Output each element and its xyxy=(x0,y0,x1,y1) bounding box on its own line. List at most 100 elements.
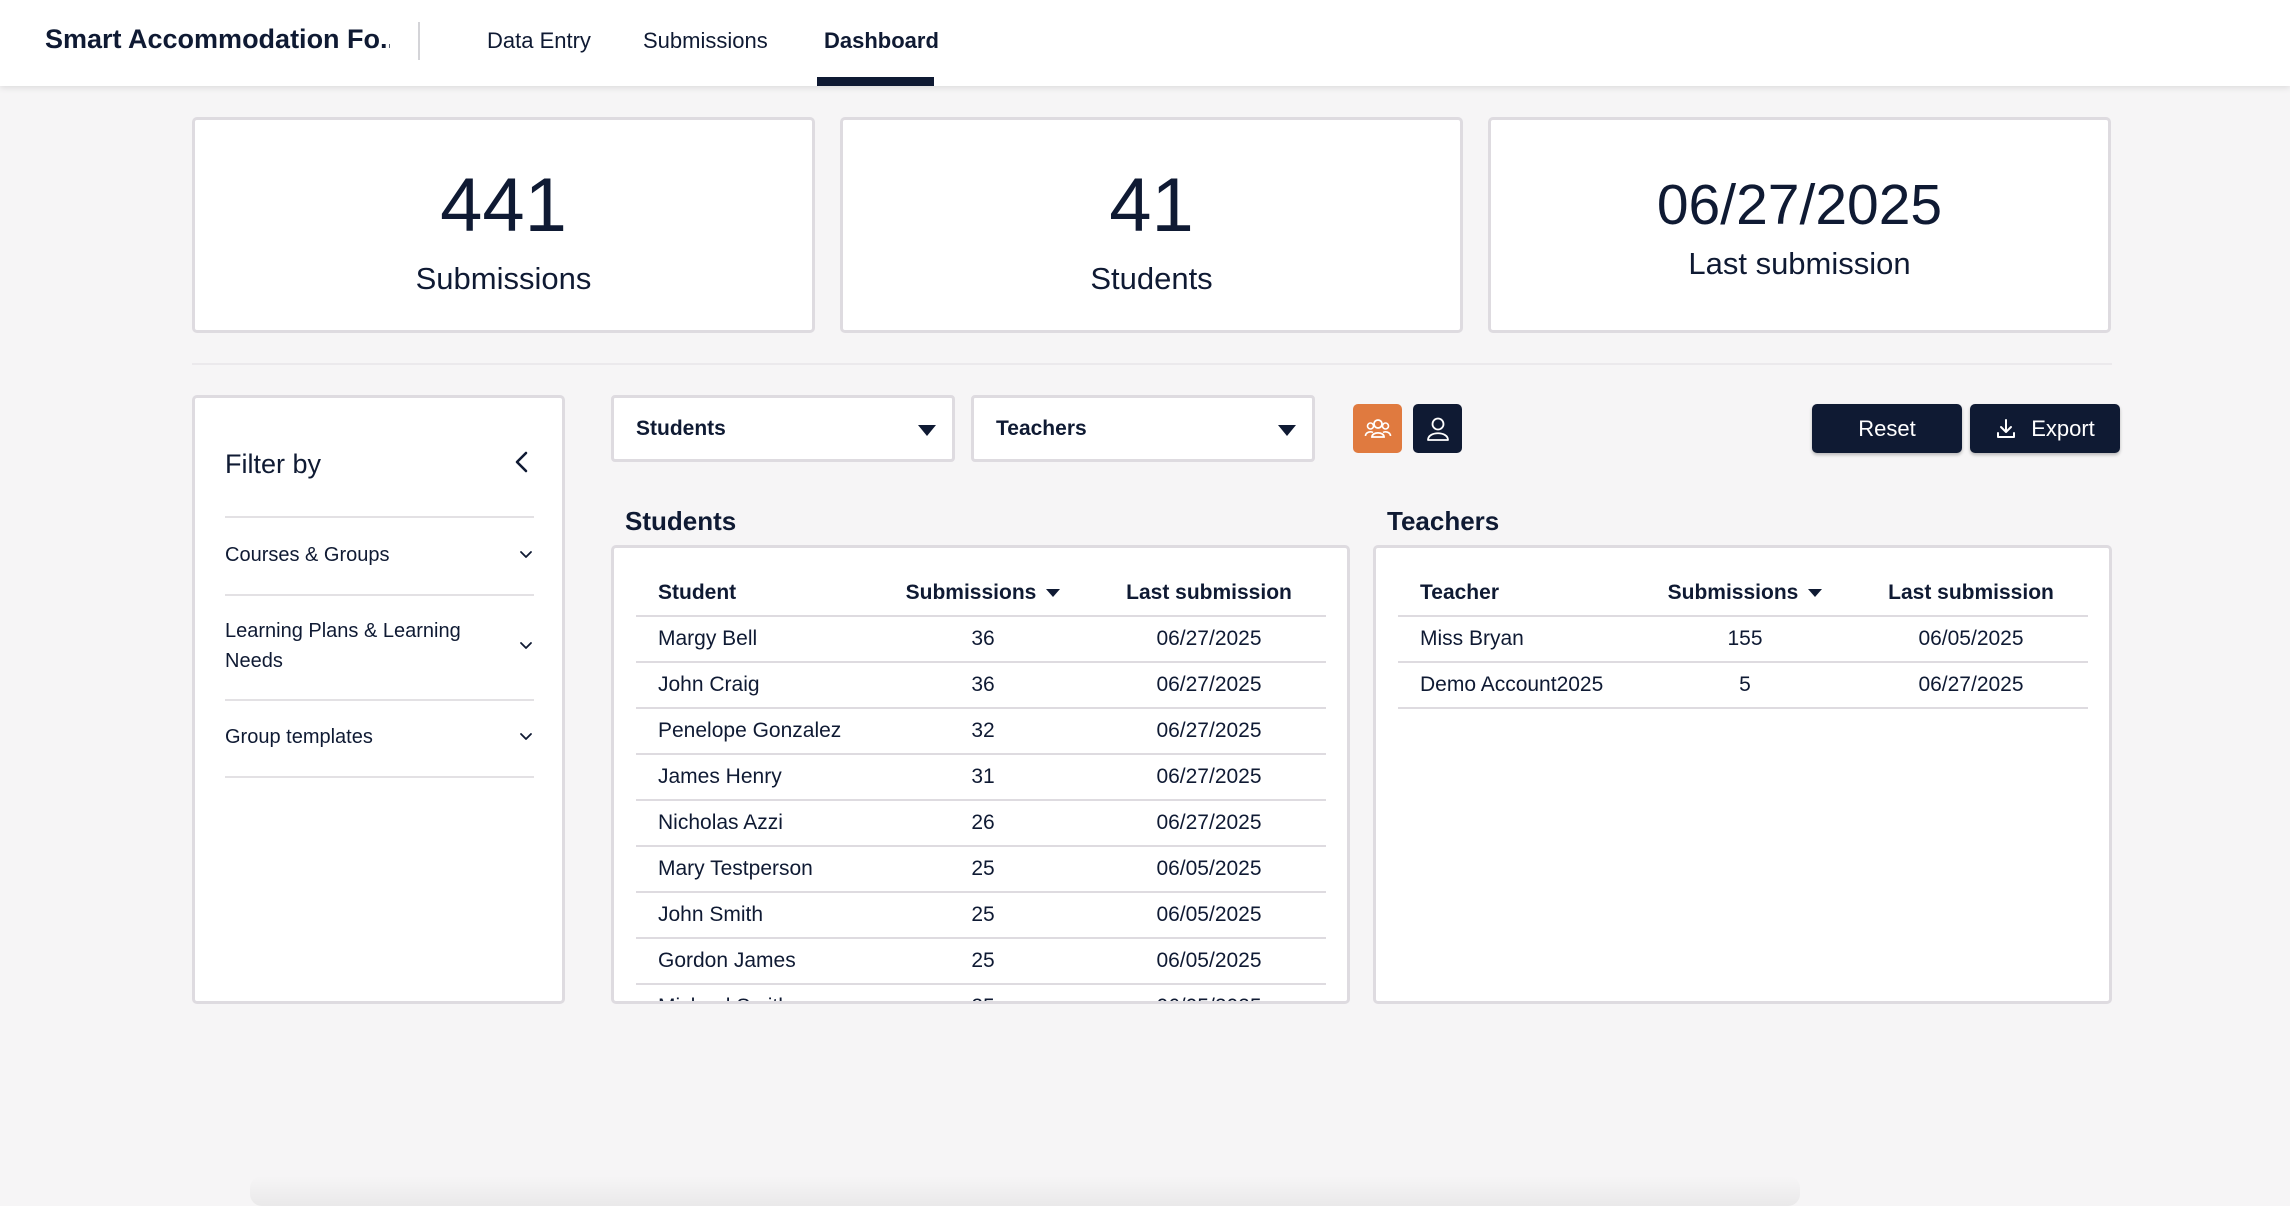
submissions-cell: 25 xyxy=(874,892,1092,939)
column-header-submissions[interactable]: Submissions xyxy=(874,570,1092,617)
submissions-cell: 25 xyxy=(874,984,1092,1001)
name-cell: Nicholas Azzi xyxy=(636,800,874,847)
column-header-student[interactable]: Student xyxy=(636,570,874,617)
submissions-cell: 31 xyxy=(874,754,1092,801)
last-submission-cell: 06/05/2025 xyxy=(1092,938,1326,985)
name-cell: Miss Bryan xyxy=(1398,616,1636,663)
column-header-label: Submissions xyxy=(1667,580,1799,604)
individual-view-button[interactable] xyxy=(1413,404,1462,453)
tab-data-entry[interactable]: Data Entry xyxy=(487,28,591,53)
stat-card-submissions: 441 Submissions xyxy=(192,117,815,333)
column-header-last-submission[interactable]: Last submission xyxy=(1854,570,2088,617)
submissions-cell: 26 xyxy=(874,800,1092,847)
export-label: Export xyxy=(2031,415,2095,441)
column-header-teacher[interactable]: Teacher xyxy=(1398,570,1636,617)
sort-desc-icon xyxy=(1046,588,1061,597)
tab-dashboard[interactable]: Dashboard xyxy=(824,28,939,53)
last-submission-cell: 06/05/2025 xyxy=(1854,616,2088,663)
teachers-dropdown[interactable]: Teachers xyxy=(971,395,1315,462)
last-submission-cell: 06/27/2025 xyxy=(1092,708,1326,755)
last-submission-cell: 06/27/2025 xyxy=(1092,800,1326,847)
top-navigation: Smart Accommodation Fo... Data Entry Sub… xyxy=(0,0,2290,86)
filter-separator xyxy=(225,594,534,596)
table-row[interactable]: Miss Bryan 155 06/05/2025 xyxy=(1398,616,2088,663)
table-row[interactable]: John Smith 25 06/05/2025 xyxy=(636,892,1326,939)
sort-desc-icon xyxy=(1808,588,1823,597)
filter-separator xyxy=(225,699,534,701)
last-submission-cell: 06/27/2025 xyxy=(1092,754,1326,801)
submissions-cell: 32 xyxy=(874,708,1092,755)
person-icon xyxy=(1426,417,1449,441)
last-submission-cell: 06/27/2025 xyxy=(1092,616,1326,663)
filter-separator xyxy=(225,516,534,518)
stat-label: Last submission xyxy=(1688,246,1911,281)
stat-value: 06/27/2025 xyxy=(1656,173,1943,237)
students-section-title: Students xyxy=(625,506,737,536)
filter-item-label: Courses & Groups xyxy=(225,544,390,566)
table-header-row: Student Submissions Last submission xyxy=(636,570,1326,617)
name-cell: Mary Testperson xyxy=(636,846,874,893)
stat-value: 441 xyxy=(440,163,567,248)
teachers-section-title: Teachers xyxy=(1387,506,1500,536)
last-submission-cell: 06/05/2025 xyxy=(1092,892,1326,939)
group-view-button[interactable] xyxy=(1353,404,1402,453)
students-table-card: Student Submissions Last submission Marg… xyxy=(611,545,1350,1004)
table-row[interactable]: John Craig 36 06/27/2025 xyxy=(636,662,1326,709)
chevron-down-icon xyxy=(520,642,532,649)
last-submission-cell: 06/05/2025 xyxy=(1092,846,1326,893)
submissions-cell: 25 xyxy=(874,938,1092,985)
stat-label: Students xyxy=(1090,261,1213,296)
name-cell: Demo Account2025 xyxy=(1398,662,1636,709)
filter-item-courses-groups[interactable]: Courses & Groups xyxy=(225,540,534,570)
last-submission-cell: 06/27/2025 xyxy=(1854,662,2088,709)
students-table: Student Submissions Last submission Marg… xyxy=(636,570,1326,1001)
filter-item-label: Learning Plans & Learning Needs xyxy=(225,620,461,672)
table-row[interactable]: Gordon James 25 06/05/2025 xyxy=(636,938,1326,985)
teachers-table-card: Teacher Submissions Last submission Miss… xyxy=(1373,545,2112,1004)
stat-label: Submissions xyxy=(415,261,592,296)
filter-separator xyxy=(225,776,534,778)
table-row[interactable]: James Henry 31 06/27/2025 xyxy=(636,754,1326,801)
active-tab-indicator xyxy=(817,77,934,86)
submissions-cell: 25 xyxy=(874,846,1092,893)
submissions-cell: 155 xyxy=(1636,616,1854,663)
last-submission-cell: 06/05/2025 xyxy=(1092,984,1326,1001)
caret-down-icon xyxy=(1278,425,1296,436)
stat-value: 41 xyxy=(1109,163,1194,248)
column-header-label: Submissions xyxy=(905,580,1037,604)
name-cell: John Craig xyxy=(636,662,874,709)
reset-button[interactable]: Reset xyxy=(1812,404,1962,453)
name-cell: Penelope Gonzalez xyxy=(636,708,874,755)
filter-item-label: Group templates xyxy=(225,726,373,748)
name-cell: James Henry xyxy=(636,754,874,801)
filter-item-group-templates[interactable]: Group templates xyxy=(225,722,534,752)
group-icon xyxy=(1364,418,1391,438)
tab-submissions[interactable]: Submissions xyxy=(643,28,768,53)
teachers-table: Teacher Submissions Last submission Miss… xyxy=(1398,570,2088,709)
table-row[interactable]: Penelope Gonzalez 32 06/27/2025 xyxy=(636,708,1326,755)
app-title[interactable]: Smart Accommodation Fo... xyxy=(45,24,390,54)
table-row[interactable]: Margy Bell 36 06/27/2025 xyxy=(636,616,1326,663)
column-header-submissions[interactable]: Submissions xyxy=(1636,570,1854,617)
stat-card-students: 41 Students xyxy=(840,117,1463,333)
students-dropdown[interactable]: Students xyxy=(611,395,955,462)
chevron-down-icon xyxy=(520,733,532,740)
filter-title: Filter by xyxy=(225,449,322,479)
table-row[interactable]: Mary Testperson 25 06/05/2025 xyxy=(636,846,1326,893)
export-button[interactable]: Export xyxy=(1970,404,2120,453)
students-dropdown-label: Students xyxy=(636,417,726,440)
column-header-last-submission[interactable]: Last submission xyxy=(1092,570,1326,617)
chevron-left-icon[interactable] xyxy=(509,449,535,475)
filter-item-learning-plans[interactable]: Learning Plans & Learning Needs xyxy=(225,616,534,676)
table-header-row: Teacher Submissions Last submission xyxy=(1398,570,2088,617)
submissions-cell: 5 xyxy=(1636,662,1854,709)
teachers-dropdown-label: Teachers xyxy=(996,417,1087,440)
last-submission-cell: 06/27/2025 xyxy=(1092,662,1326,709)
table-row[interactable]: Demo Account2025 5 06/27/2025 xyxy=(1398,662,2088,709)
section-divider xyxy=(192,363,2112,365)
name-cell: Michael Smith xyxy=(636,984,874,1001)
table-row[interactable]: Nicholas Azzi 26 06/27/2025 xyxy=(636,800,1326,847)
bottom-shadow xyxy=(250,1176,1800,1206)
filter-panel: Filter by Courses & Groups Learning Plan… xyxy=(192,395,565,1004)
